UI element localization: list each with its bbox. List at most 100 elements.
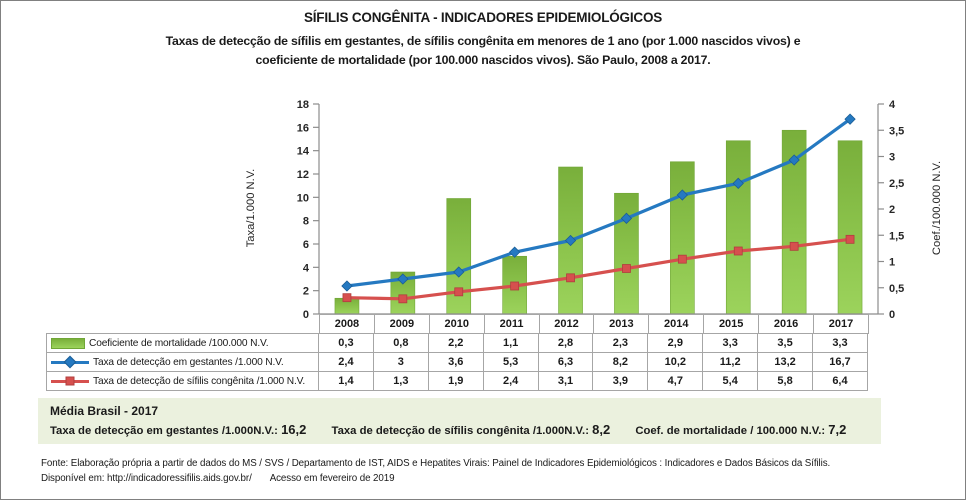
left-axis-tick-label: 6 — [303, 239, 309, 251]
bar — [614, 192, 639, 315]
square-marker — [677, 254, 687, 264]
year-label: 2017 — [813, 314, 869, 334]
media-box-stats: Taxa de detecção em gestantes /1.000N.V.… — [50, 422, 881, 437]
table-value-cell: 5,8 — [757, 371, 814, 391]
table-row: Taxa de detecção de sífilis congênita /1… — [46, 371, 869, 391]
diamond-marker — [453, 266, 465, 278]
bars-mortalidade-series — [334, 129, 863, 315]
red-line-swatch-icon — [51, 376, 89, 386]
left-axis-tick-label: 14 — [297, 146, 310, 158]
year-label: 2015 — [703, 314, 760, 334]
table-value-cell: 3,3 — [812, 333, 868, 353]
right-axis-tick-label: 3,5 — [889, 125, 904, 137]
table-value-cell: 3,9 — [592, 371, 649, 391]
year-label: 2012 — [538, 314, 595, 334]
table-value-cell: 5,3 — [482, 352, 539, 372]
left-axis-tick-label: 0 — [303, 309, 309, 321]
table-value-cell: 6,4 — [812, 371, 868, 391]
footer-source: Fonte: Elaboração própria a partir de da… — [41, 456, 830, 486]
square-marker — [622, 264, 631, 273]
right-axis-title: Coef./100.000 N.V. — [931, 160, 943, 256]
right-axis-tick-label: 4 — [889, 99, 896, 111]
media-stat: Taxa de detecção em gestantes /1.000N.V.… — [50, 422, 307, 437]
table-value-cell: 1,9 — [427, 371, 484, 391]
year-header-row: 2008 2009 2010 2011 2012 2013 2014 2015 2016 2017 — [319, 314, 869, 334]
media-stat: Taxa de detecção de sífilis congênita /1… — [331, 422, 611, 437]
square-marker — [454, 287, 464, 297]
diamond-marker — [341, 280, 353, 292]
bar — [725, 140, 751, 315]
square-marker — [398, 294, 408, 304]
media-stat: Coef. de mortalidade / 100.000 N.V.: 7,2 — [635, 422, 847, 437]
table-value-cell: 16,7 — [812, 352, 868, 372]
diamond-marker — [508, 246, 521, 258]
table-value-cell: 10,2 — [647, 352, 704, 372]
bar-swatch-icon — [51, 337, 85, 349]
right-axis-tick-label: 0,5 — [889, 283, 904, 295]
table-value-cell: 3 — [372, 352, 429, 372]
square-marker — [510, 281, 520, 291]
left-axis-tick-label: 16 — [297, 122, 309, 134]
line-series-congenita — [342, 234, 855, 304]
table-value-cell: 2,4 — [482, 371, 539, 391]
blue-line-swatch-icon — [51, 355, 89, 369]
table-value-cell: 0,8 — [372, 333, 429, 353]
left-axis-tick-label: 10 — [297, 192, 309, 204]
square-marker — [733, 246, 743, 256]
year-label: 2008 — [319, 314, 375, 334]
table-value-cell: 2,9 — [647, 333, 704, 353]
table-value-cell: 13,2 — [757, 352, 814, 372]
bar — [446, 198, 472, 315]
left-axis-tick-label: 4 — [303, 262, 310, 274]
legend-label: Coeficiente de mortalidade /100.000 N.V. — [89, 337, 269, 349]
table-value-cell: 1,4 — [318, 371, 374, 391]
left-axis-tick-label: 2 — [303, 286, 309, 298]
left-axis-tick-label: 8 — [303, 216, 309, 228]
table-value-cell: 1,3 — [372, 371, 429, 391]
legend-cell: Taxa de detecção de sífilis congênita /1… — [46, 371, 319, 391]
diamond-marker — [732, 177, 744, 189]
legend-cell: Taxa de detecção em gestantes /1.000 N.V… — [46, 352, 319, 372]
legend-label: Taxa de detecção de sífilis congênita /1… — [93, 375, 306, 387]
table-row: Taxa de detecção em gestantes /1.000 N.V… — [46, 352, 869, 372]
table-row: Coeficiente de mortalidade /100.000 N.V.… — [46, 333, 869, 353]
media-box: Média Brasil - 2017 Taxa de detecção em … — [38, 398, 881, 444]
table-value-cell: 4,7 — [647, 371, 704, 391]
year-label: 2014 — [648, 314, 705, 334]
year-label: 2010 — [428, 314, 485, 334]
table-value-cell: 2,2 — [427, 333, 484, 353]
data-table: 2008 2009 2010 2011 2012 2013 2014 2015 2016 2017… — [46, 314, 869, 391]
chart-subtitle-line2: coeficiente de mortalidade (por 100.000 … — [255, 53, 711, 67]
right-axis-tick-label: 2,5 — [889, 178, 904, 190]
marker-icon — [63, 355, 77, 369]
diamond-marker — [676, 189, 689, 201]
media-box-title: Média Brasil - 2017 — [50, 404, 159, 418]
chart-subtitle: Taxas de detecção de sífilis em gestante… — [1, 32, 965, 70]
left-axis-tick-label: 12 — [297, 169, 309, 181]
diamond-marker — [564, 234, 577, 247]
right-axis-tick-label: 1 — [889, 257, 895, 269]
table-value-cell: 3,5 — [757, 333, 814, 353]
legend-cell: Coeficiente de mortalidade /100.000 N.V. — [46, 333, 319, 353]
table-value-cell: 0,3 — [318, 333, 374, 353]
year-label: 2013 — [593, 314, 650, 334]
marker-icon — [65, 376, 75, 386]
square-marker — [845, 234, 855, 244]
footer-source-line2: Disponível em: http://indicadoressifilis… — [41, 473, 395, 484]
diamond-marker — [788, 154, 800, 166]
table-value-cell: 2,3 — [592, 333, 649, 353]
year-label: 2016 — [758, 314, 815, 334]
square-marker — [566, 273, 575, 283]
left-axis-title: Taxa/1.000 N.V. — [245, 168, 257, 248]
right-axis-tick-label: 1,5 — [889, 230, 904, 242]
table-value-cell: 8,2 — [592, 352, 649, 372]
chart-subtitle-line1: Taxas de detecção de sífilis em gestante… — [165, 34, 801, 48]
axes: 18 16 14 12 10 8 6 4 2 0 4 3,5 3 2,5 2 1,5 1 0,5 0 — [297, 99, 905, 321]
year-label: 2009 — [373, 314, 430, 334]
table-value-cell: 1,1 — [482, 333, 539, 353]
line-series-gestantes — [341, 113, 856, 292]
table-value-cell: 2,4 — [318, 352, 374, 372]
left-axis-tick-label: 18 — [297, 99, 309, 111]
square-marker — [342, 293, 352, 303]
chart-title: SÍFILIS CONGÊNITA - INDICADORES EPIDEMIO… — [303, 10, 663, 25]
